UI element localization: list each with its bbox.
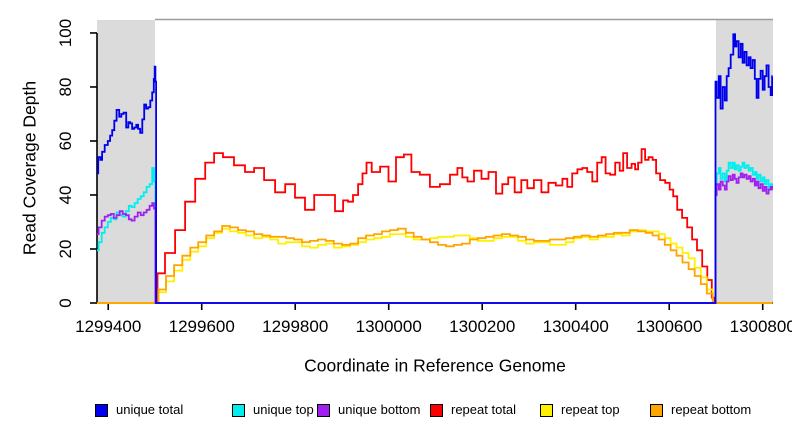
- legend-swatch: [317, 403, 330, 417]
- y-tick-label: 20: [56, 240, 75, 259]
- x-tick-label: 1300800: [730, 317, 792, 336]
- legend-swatch: [430, 403, 443, 417]
- x-tick-label: 1300400: [543, 317, 609, 336]
- legend-item-repeat-total: repeat total: [430, 401, 516, 419]
- legend-swatch: [540, 403, 553, 417]
- legend-label: unique bottom: [338, 402, 421, 417]
- series-repeat-total: [97, 148, 773, 304]
- legend-swatch: [232, 403, 245, 417]
- y-axis-title: Read Coverage Depth: [19, 80, 40, 256]
- y-tick-label: 80: [56, 78, 75, 97]
- legend-label: repeat top: [561, 402, 620, 417]
- legend-label: repeat bottom: [671, 402, 752, 417]
- legend-item-unique-bottom: unique bottom: [317, 401, 420, 419]
- legend-label: unique top: [253, 402, 314, 417]
- x-tick-label: 1300600: [636, 317, 702, 336]
- x-axis-title: Coordinate in Reference Genome: [304, 355, 566, 376]
- series-unique-top: [97, 161, 773, 304]
- shaded-region: [716, 20, 773, 303]
- x-tick-label: 1299600: [169, 317, 235, 336]
- series-unique-total: [97, 33, 773, 304]
- legend-item-repeat-bottom: repeat bottom: [650, 401, 751, 419]
- y-tick-label: 60: [56, 132, 75, 151]
- legend-item-unique-total: unique total: [95, 401, 183, 419]
- legend-label: unique total: [116, 402, 184, 417]
- shaded-region: [97, 20, 155, 303]
- legend-swatch: [95, 403, 108, 417]
- series-repeat-bottom: [97, 225, 773, 304]
- legend-item-unique-top: unique top: [232, 401, 314, 419]
- x-tick-label: 1300200: [449, 317, 515, 336]
- y-tick-label: 40: [56, 186, 75, 205]
- x-tick-label: 1299800: [262, 317, 328, 336]
- legend-swatch: [650, 403, 663, 417]
- x-tick-label: 1300000: [356, 317, 422, 336]
- legend-label: repeat total: [451, 402, 517, 417]
- series-unique-bottom: [97, 172, 773, 304]
- legend-item-repeat-top: repeat top: [540, 401, 620, 419]
- y-tick-label: 100: [56, 19, 75, 47]
- x-tick-label: 1299400: [75, 317, 141, 336]
- series-repeat-top: [97, 227, 773, 304]
- y-tick-label: 0: [56, 298, 75, 307]
- legend: unique total unique top unique bottom repea…: [0, 401, 792, 423]
